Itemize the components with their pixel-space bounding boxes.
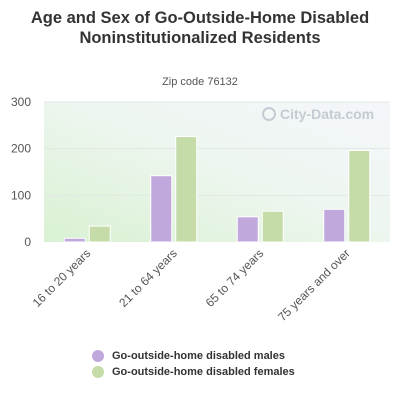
bar-females: [348, 150, 371, 243]
bar-males: [323, 208, 346, 243]
y-tick-label: 0: [24, 235, 31, 249]
legend-swatch-males: [92, 350, 104, 362]
y-tick-label: 200: [11, 142, 31, 156]
legend: Go-outside-home disabled males Go-outsid…: [92, 348, 295, 380]
chart-subtitle: Zip code 76132: [162, 76, 238, 88]
legend-item-males: Go-outside-home disabled males: [92, 348, 295, 364]
bar-males: [63, 237, 86, 243]
legend-label-males: Go-outside-home disabled males: [112, 350, 285, 362]
legend-swatch-females: [92, 366, 104, 378]
y-tick-label: 100: [11, 188, 31, 202]
search-icon: [262, 107, 276, 121]
bar-males: [150, 175, 173, 243]
bar-females: [88, 225, 111, 243]
legend-item-females: Go-outside-home disabled females: [92, 364, 295, 380]
bar-females: [261, 210, 284, 243]
chart-title: Age and Sex of Go-Outside-Home Disabled …: [30, 9, 370, 47]
bar-females: [175, 136, 198, 243]
watermark: City-Data.com: [262, 106, 374, 122]
y-tick-label: 300: [11, 95, 31, 109]
legend-label-females: Go-outside-home disabled females: [112, 366, 295, 378]
x-tick-label: 21 to 64 years: [116, 246, 180, 310]
x-tick-label: 75 years and over: [275, 246, 353, 324]
bar-males: [236, 216, 259, 243]
x-tick-label: 65 to 74 years: [203, 246, 267, 310]
watermark-text: City-Data.com: [280, 106, 375, 122]
x-tick-label: 16 to 20 years: [30, 246, 94, 310]
